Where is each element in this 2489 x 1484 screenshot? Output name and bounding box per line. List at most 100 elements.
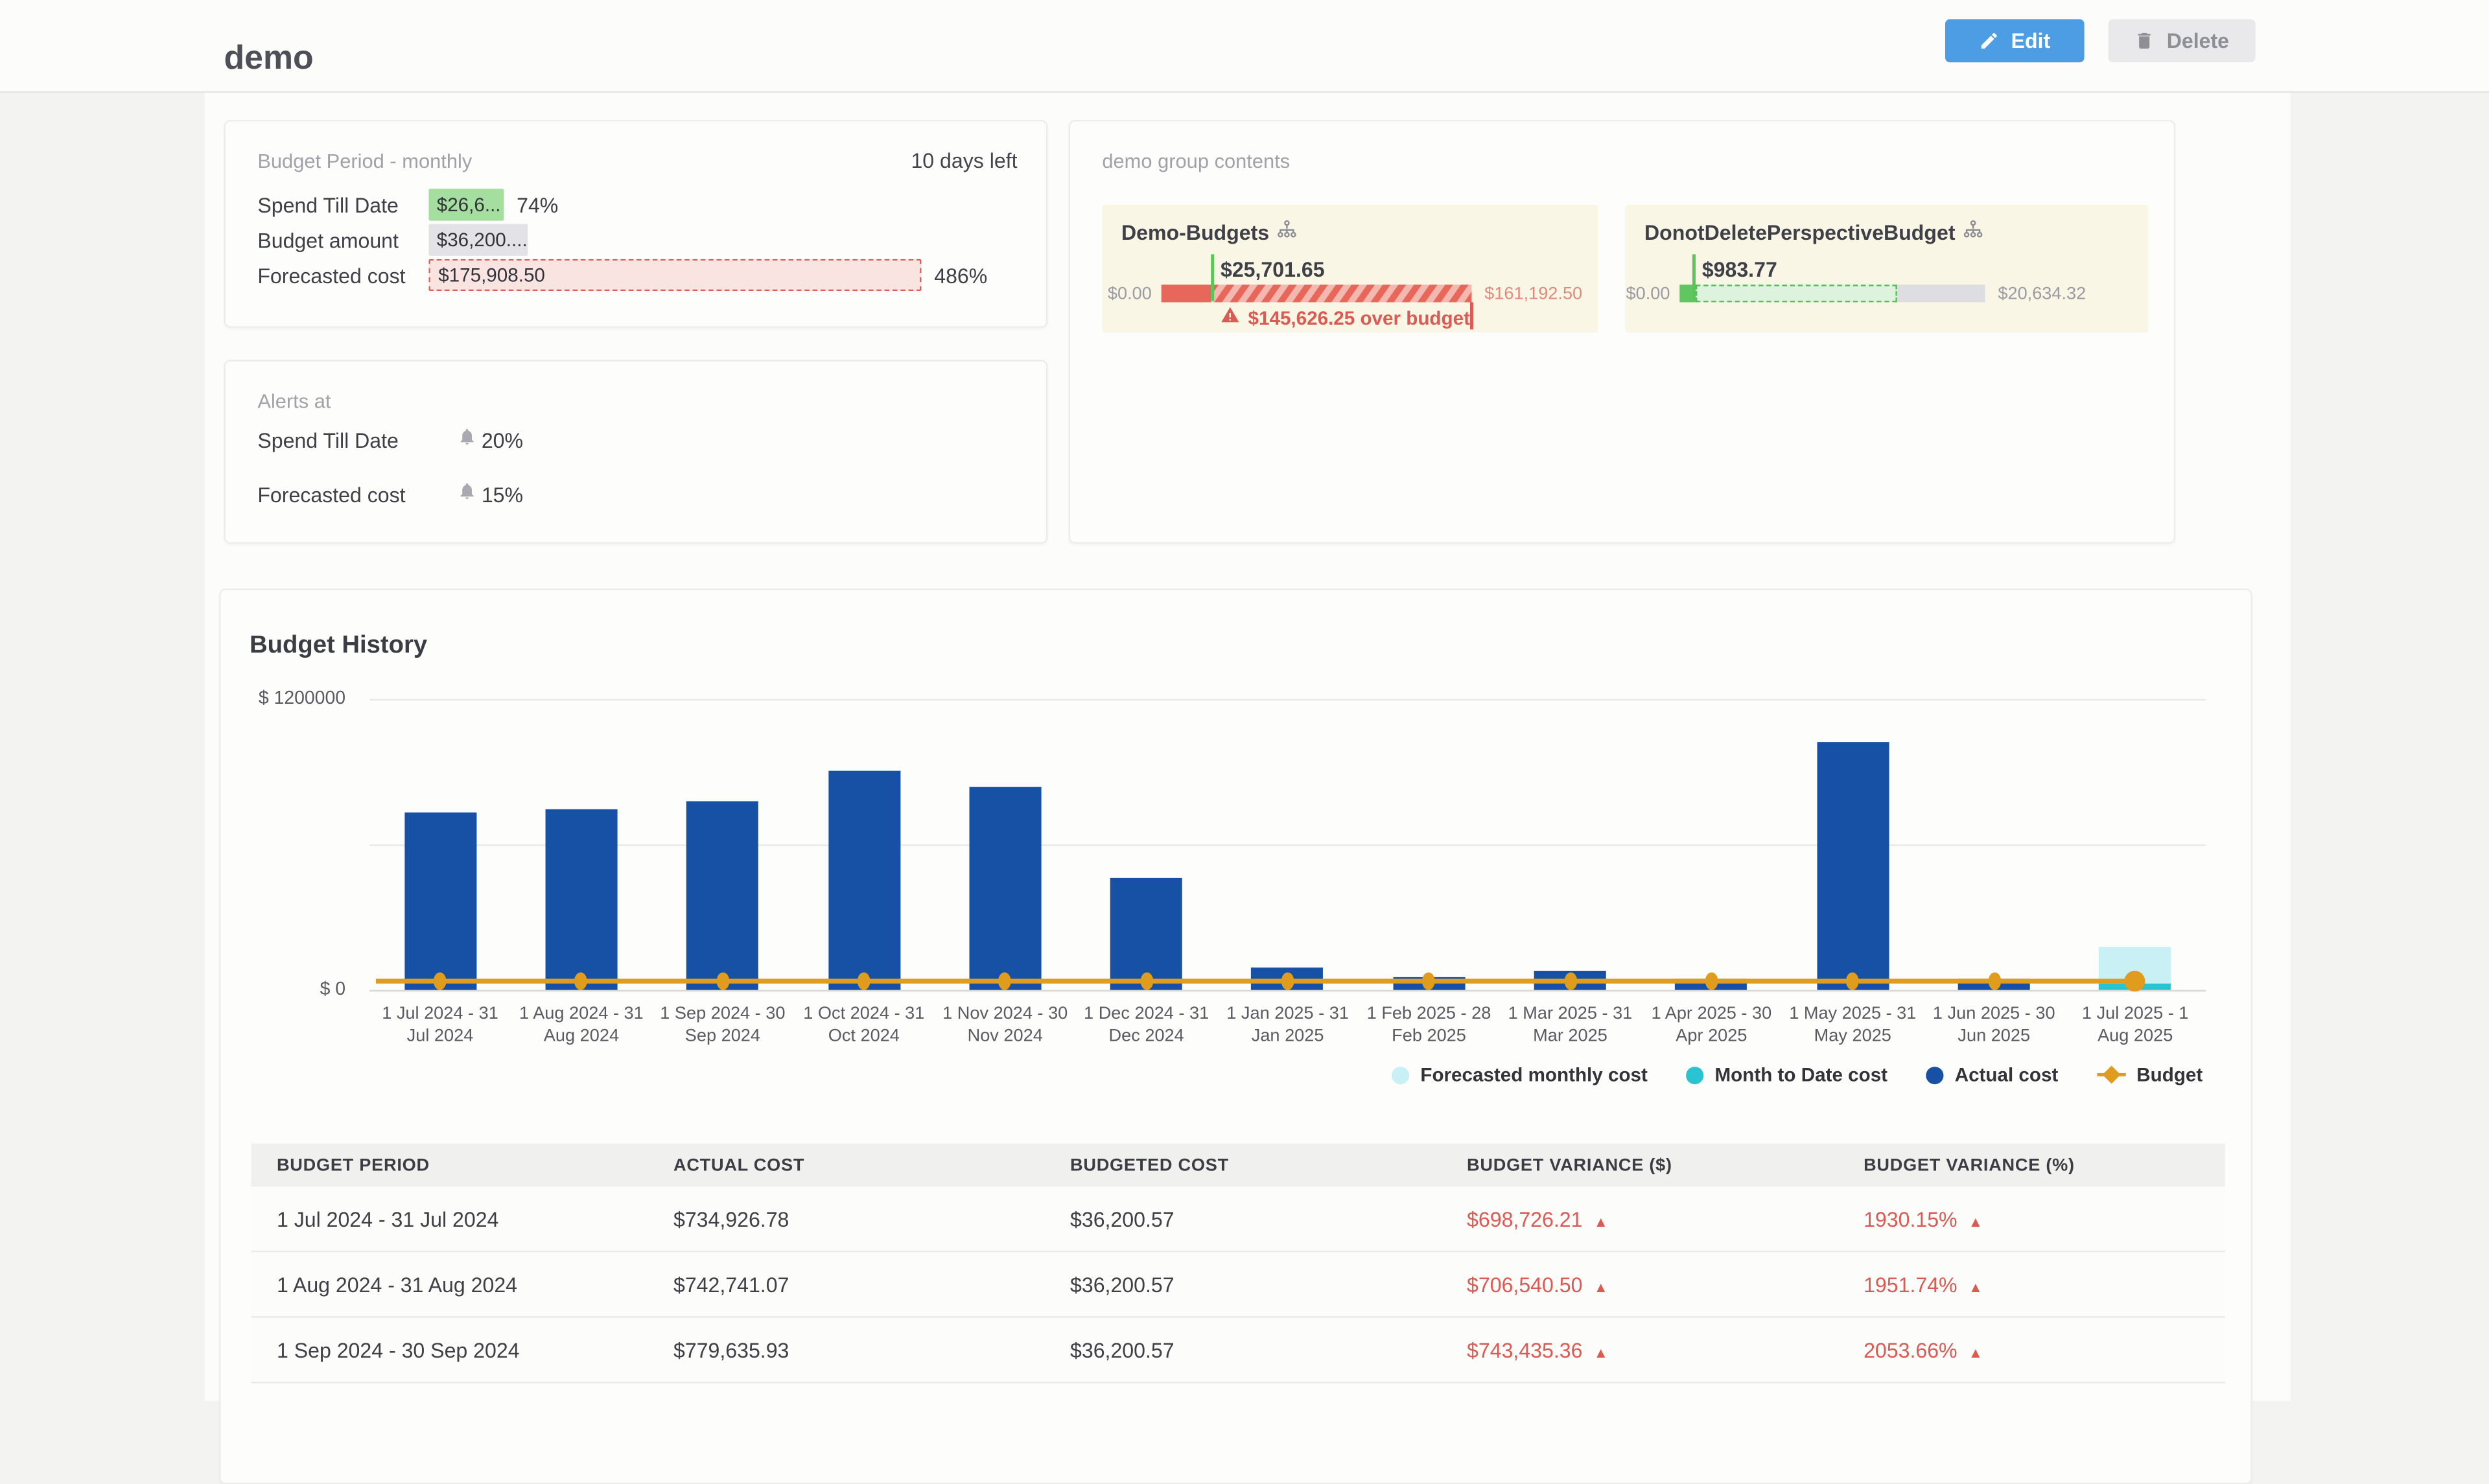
legend-item-budget[interactable]: Budget	[2096, 1063, 2203, 1086]
budget-line-marker	[2125, 970, 2146, 992]
cell-budget-variance-pct: 1951.74% ▲	[1864, 1272, 1983, 1297]
budget-item-name: Demo-Budgets	[1121, 220, 1270, 244]
cell-actual-cost: $779,635.93	[673, 1338, 789, 1362]
chart-legend: Forecasted monthly cost Month to Date co…	[1391, 1063, 2203, 1086]
x-axis-label: 1 Mar 2025 - 31 Mar 2025	[1508, 1004, 1633, 1046]
row-label: Spend Till Date	[257, 428, 399, 452]
budget-period-card-title: Budget Period - monthly	[257, 150, 473, 173]
x-axis-label: 1 Dec 2024 - 31 Dec 2024	[1084, 1004, 1209, 1046]
delete-button-label: Delete	[2166, 29, 2230, 53]
row-label: Forecasted cost	[257, 482, 406, 507]
chart-plot	[369, 699, 2206, 992]
actual-cost-bar[interactable]	[404, 811, 476, 990]
chart-column[interactable]	[1076, 699, 1217, 990]
y-axis-tick-zero: $ 0	[320, 980, 346, 1000]
chart-column[interactable]	[1923, 699, 2064, 990]
x-axis-label: 1 Jun 2025 - 30 Jun 2025	[1932, 1004, 2055, 1046]
actual-cost-bar[interactable]	[545, 809, 618, 990]
spend-value: $25,701.65	[1220, 257, 1325, 282]
alert-row-spend: Spend Till Date 20%	[257, 425, 523, 454]
spend-till-date-row: Spend Till Date $26,6... 74%	[257, 189, 1017, 221]
page-title: demo	[224, 40, 314, 77]
table-body: 1 Jul 2024 - 31 Jul 2024 $734,926.78 $36,2…	[251, 1187, 2225, 1384]
actual-cost-bar[interactable]	[969, 787, 1042, 990]
cell-budget-period: 1 Aug 2024 - 31 Aug 2024	[276, 1272, 518, 1297]
chart-column[interactable]	[1359, 699, 1500, 990]
legend-item-forecasted-monthly-cost[interactable]: Forecasted monthly cost	[1391, 1063, 1648, 1086]
cell-budgeted-cost: $36,200.57	[1070, 1207, 1174, 1231]
budget-item-donotdelete[interactable]: DonotDeletePerspectiveBudget $983.77 $0.…	[1625, 204, 2149, 333]
chart-column[interactable]	[2064, 699, 2206, 990]
budget-period-card: Budget Period - monthly 10 days left Spe…	[224, 120, 1048, 328]
up-triangle-icon: ▲	[1968, 1279, 1983, 1295]
budget-line-marker	[857, 972, 871, 990]
up-triangle-icon: ▲	[1593, 1212, 1608, 1229]
row-label: Budget amount	[257, 227, 399, 252]
budget-line	[375, 979, 2133, 984]
legend-label: Forecasted monthly cost	[1420, 1063, 1648, 1086]
over-budget-text: $145,626.25 over budget	[1248, 306, 1470, 329]
legend-label: Month to Date cost	[1714, 1063, 1888, 1086]
actual-cost-bar[interactable]	[828, 770, 900, 990]
legend-swatch	[1391, 1065, 1410, 1084]
cell-actual-cost: $734,926.78	[673, 1207, 789, 1231]
hierarchy-icon[interactable]	[1277, 219, 1298, 244]
up-triangle-icon: ▲	[1968, 1344, 1983, 1360]
column-header: BUDGETED COST	[1070, 1155, 1229, 1175]
x-axis-label: 1 May 2025 - 31 May 2025	[1789, 1004, 1917, 1046]
bar-min-label: $0.00	[1626, 284, 1670, 304]
app-window: demo Edit Delete Budget Period - monthly…	[0, 19, 2489, 1484]
chart-column[interactable]	[1217, 699, 1359, 990]
over-budget-note: $145,626.25 over budget	[1221, 305, 1470, 329]
budget-amount-row: Budget amount $36,200....	[257, 224, 1017, 256]
chart-column[interactable]	[511, 699, 652, 990]
column-header: BUDGET PERIOD	[276, 1155, 430, 1175]
budget-line-marker	[1139, 972, 1153, 990]
cell-budget-variance-usd: $706,540.50 ▲	[1467, 1272, 1608, 1297]
table-row: 1 Sep 2024 - 30 Sep 2024 $779,635.93 $36,2…	[251, 1317, 2225, 1384]
budget-item-name: DonotDeletePerspectiveBudget	[1644, 220, 1956, 244]
legend-label: Actual cost	[1954, 1063, 2059, 1086]
actual-cost-bar[interactable]	[686, 800, 759, 990]
x-axis-label: 1 Sep 2024 - 30 Sep 2024	[660, 1004, 786, 1046]
budget-legend-icon	[2096, 1065, 2125, 1084]
bar-segment-within-budget	[1161, 284, 1211, 303]
legend-item-month-to-date-cost[interactable]: Month to Date cost	[1686, 1063, 1887, 1086]
chart-column[interactable]	[652, 699, 793, 990]
hierarchy-icon[interactable]	[1963, 219, 1984, 244]
chart-column[interactable]	[369, 699, 511, 990]
bar-max-label: $20,634.32	[1998, 284, 2086, 304]
alert-row-forecast: Forecasted cost 15%	[257, 480, 523, 508]
x-axis-label: 1 Oct 2024 - 31 Oct 2024	[803, 1004, 925, 1046]
cell-budget-variance-usd: $743,435.36 ▲	[1467, 1338, 1608, 1362]
actual-cost-bar[interactable]	[1816, 742, 1889, 990]
column-header: BUDGET VARIANCE (%)	[1864, 1155, 2075, 1175]
bar-segment-remaining	[1896, 284, 1985, 303]
bar-min-label: $0.00	[1107, 284, 1152, 304]
chart-column[interactable]	[935, 699, 1076, 990]
legend-item-actual-cost[interactable]: Actual cost	[1926, 1063, 2058, 1086]
budget-period-rows: Spend Till Date $26,6... 74% Budget amou…	[257, 189, 1017, 294]
cell-budget-variance-usd: $698,726.21 ▲	[1467, 1207, 1608, 1231]
budget-item-demo-budgets[interactable]: Demo-Budgets $25,701.65 $0.00 $161,192.5…	[1102, 204, 1598, 333]
chart-column[interactable]	[1782, 699, 1923, 990]
chart-column[interactable]	[1641, 699, 1782, 990]
bar-max-label: $161,192.50	[1484, 284, 1583, 304]
delete-button[interactable]: Delete	[2108, 19, 2256, 63]
up-triangle-icon: ▲	[1593, 1279, 1608, 1295]
budget-amount-chip: $36,200....	[428, 224, 528, 256]
chart-column[interactable]	[1500, 699, 1641, 990]
pencil-icon	[1979, 30, 2000, 51]
x-axis-label: 1 Jul 2025 - 1 Aug 2025	[2081, 1004, 2189, 1046]
forecasted-cost-row: Forecasted cost $175,908.50 486%	[257, 259, 1017, 292]
x-axis-label: 1 Apr 2025 - 30 Apr 2025	[1651, 1004, 1772, 1046]
chart-column[interactable]	[793, 699, 935, 990]
over-budget-marker-line	[1469, 302, 1473, 330]
budget-line-marker	[434, 972, 447, 990]
actual-cost-bar[interactable]	[1110, 878, 1183, 990]
edit-button[interactable]: Edit	[1945, 19, 2085, 63]
edit-button-label: Edit	[2011, 29, 2051, 53]
column-header: ACTUAL COST	[673, 1155, 805, 1175]
budget-usage-bar	[1679, 284, 1985, 303]
budget-history-panel: Budget History $ 1200000 $ 0 1 Jul 2024 …	[219, 588, 2252, 1484]
